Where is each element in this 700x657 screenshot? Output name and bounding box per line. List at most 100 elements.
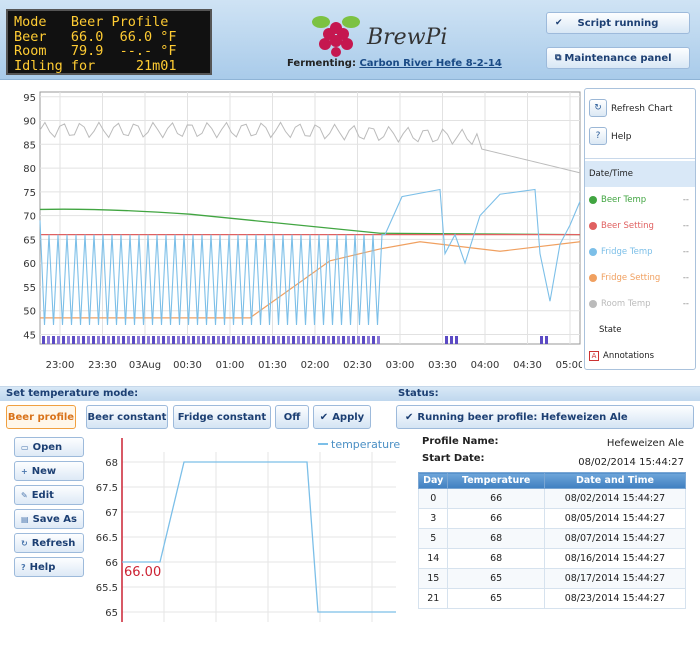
profile-help-button[interactable]: ? Help bbox=[14, 557, 84, 577]
y-tick-label: 65 bbox=[105, 608, 118, 619]
annotation-icon: A bbox=[589, 351, 599, 361]
refresh-chart-button[interactable]: ↻ bbox=[589, 99, 607, 117]
y-tick-label: 65 bbox=[23, 235, 36, 246]
profile-open-button[interactable]: ▭ Open bbox=[14, 437, 84, 457]
table-cell: 15 bbox=[417, 568, 449, 589]
lcd-line: Room 79.9 --.- °F bbox=[14, 43, 177, 59]
state-mark bbox=[222, 336, 225, 344]
state-mark bbox=[92, 336, 95, 344]
y-tick-label: 50 bbox=[23, 307, 36, 318]
state-mark bbox=[142, 336, 145, 344]
legend-label: Fridge Setting bbox=[601, 273, 661, 283]
state-mark bbox=[137, 336, 140, 344]
temperature-line bbox=[122, 461, 396, 613]
state-mark bbox=[545, 336, 548, 344]
table-cell: 08/02/2014 15:44:27 bbox=[543, 488, 687, 509]
profile-save-as-button[interactable]: ▤ Save As bbox=[14, 509, 84, 529]
help-label: Help bbox=[611, 132, 632, 142]
room-temp-line bbox=[39, 121, 581, 174]
x-tick-label: 03:00 bbox=[386, 360, 415, 371]
table-cell: 0 bbox=[417, 488, 449, 509]
table-row[interactable]: 21 65 08/23/2014 15:44:27 bbox=[417, 588, 687, 609]
table-row[interactable]: 14 68 08/16/2014 15:44:27 bbox=[417, 548, 687, 569]
legend-state: State bbox=[585, 317, 695, 343]
x-tick-label: 23:00 bbox=[46, 360, 75, 371]
mode-fridge-constant[interactable]: Fridge constant bbox=[173, 405, 271, 429]
legend-item-4[interactable]: Room Temp -- bbox=[585, 291, 695, 317]
datetime-label: Date/Time bbox=[589, 169, 633, 179]
button-icon: ✎ bbox=[21, 490, 28, 500]
table-row[interactable]: 15 65 08/17/2014 15:44:27 bbox=[417, 568, 687, 589]
legend-dot bbox=[589, 222, 597, 230]
profile-chart[interactable]: 6867.56766.56665.56506Aug10Aug14Aug18Aug… bbox=[96, 434, 402, 626]
script-running-button[interactable]: ✔ Script running bbox=[546, 12, 690, 34]
mode-beer-constant[interactable]: Beer constant bbox=[86, 405, 168, 429]
y-tick-label: 85 bbox=[23, 140, 36, 151]
state-mark bbox=[277, 336, 280, 344]
legend-annotations[interactable]: A Annotations bbox=[585, 343, 695, 369]
apply-button[interactable]: ✔ Apply bbox=[313, 405, 371, 429]
legend-item-2[interactable]: Fridge Temp -- bbox=[585, 239, 695, 265]
state-mark bbox=[257, 336, 260, 344]
button-label: Edit bbox=[31, 489, 54, 501]
mode-label: Beer profile bbox=[7, 411, 75, 423]
state-mark bbox=[302, 336, 305, 344]
fridge-temp-line bbox=[39, 188, 581, 326]
x-tick-label: 03:30 bbox=[428, 360, 457, 371]
table-cell: 65 bbox=[447, 588, 545, 609]
state-mark bbox=[232, 336, 235, 344]
table-row[interactable]: 3 66 08/05/2014 15:44:27 bbox=[417, 508, 687, 529]
state-mark bbox=[122, 336, 125, 344]
check-icon: ✔ bbox=[555, 18, 563, 28]
set-mode-label: Set temperature mode: bbox=[6, 388, 139, 399]
profile-new-button[interactable]: + New bbox=[14, 461, 84, 481]
fermenting-label: Fermenting: bbox=[287, 58, 356, 69]
main-chart[interactable]: 45 50 55 60 65 70 75 80 85 90 95 23:00 23:30 03Aug 00:… bbox=[2, 88, 582, 380]
help-button[interactable]: ? bbox=[589, 127, 607, 145]
state-mark bbox=[127, 336, 130, 344]
lcd-line: Beer 66.0 66.0 °F bbox=[14, 28, 177, 45]
table-row[interactable]: 0 66 08/02/2014 15:44:27 bbox=[417, 488, 687, 509]
state-mark bbox=[312, 336, 315, 344]
beer-name-link[interactable]: Carbon River Hefe 8-2-14 bbox=[359, 58, 502, 69]
y-tick-label: 95 bbox=[23, 93, 36, 104]
mode-beer-profile[interactable]: Beer profile bbox=[6, 405, 76, 429]
profile-edit-button[interactable]: ✎ Edit bbox=[14, 485, 84, 505]
mode-label: Beer constant bbox=[87, 411, 167, 423]
mode-off[interactable]: Off bbox=[275, 405, 309, 429]
state-mark bbox=[367, 336, 370, 344]
table-row[interactable]: 5 68 08/07/2014 15:44:27 bbox=[417, 528, 687, 549]
state-mark bbox=[377, 336, 380, 344]
refresh-icon: ↻ bbox=[594, 103, 602, 113]
maintenance-panel-button[interactable]: ⧉ Maintenance panel bbox=[546, 47, 690, 69]
profile-refresh-button[interactable]: ↻ Refresh bbox=[14, 533, 84, 553]
y-tick-label: 55 bbox=[23, 283, 36, 294]
state-mark bbox=[177, 336, 180, 344]
lcd-line: Idling for 21m01 bbox=[14, 57, 177, 74]
legend-item-3[interactable]: Fridge Setting -- bbox=[585, 265, 695, 291]
legend-item-1[interactable]: Beer Setting -- bbox=[585, 213, 695, 239]
state-mark bbox=[107, 336, 110, 344]
legend-label: Fridge Temp bbox=[601, 247, 653, 257]
button-icon: ↻ bbox=[21, 538, 28, 548]
start-date: 08/02/2014 15:44:27 bbox=[578, 457, 684, 468]
state-mark bbox=[187, 336, 190, 344]
state-mark bbox=[217, 336, 220, 344]
status-box: ✔ Running beer profile: Hefeweizen Ale bbox=[396, 405, 694, 429]
state-mark bbox=[162, 336, 165, 344]
x-tick-label: 01:00 bbox=[216, 360, 245, 371]
y-tick-label: 68 bbox=[105, 458, 118, 469]
state-mark bbox=[227, 336, 230, 344]
state-mark bbox=[292, 336, 295, 344]
column-header: Temperature bbox=[447, 472, 545, 489]
button-label: Open bbox=[32, 441, 63, 453]
legend-item-0[interactable]: Beer Temp -- bbox=[585, 187, 695, 213]
legend-label: temperature bbox=[331, 438, 400, 451]
lcd-display: Mode Beer Profile Beer 66.0 66.0 °F Room 7… bbox=[6, 9, 212, 75]
table-cell: 66 bbox=[447, 508, 545, 529]
table-cell: 3 bbox=[417, 508, 449, 529]
state-mark bbox=[317, 336, 320, 344]
y-tick-label: 90 bbox=[23, 117, 36, 128]
state-mark bbox=[287, 336, 290, 344]
status-label: Status: bbox=[398, 388, 439, 399]
